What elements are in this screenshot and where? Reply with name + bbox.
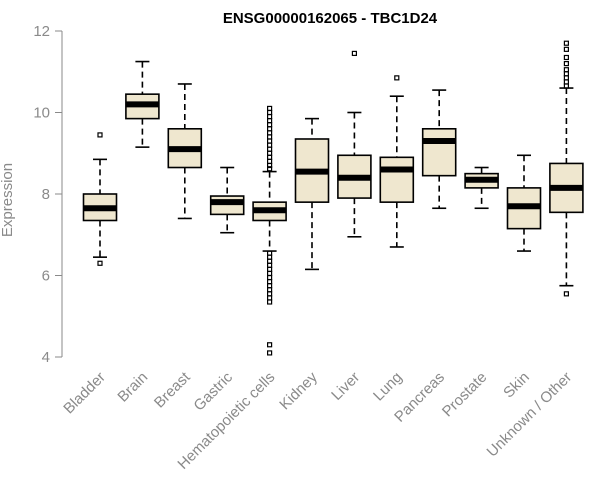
box-group bbox=[125, 60, 160, 148]
outlier-point bbox=[267, 287, 273, 293]
outlier-point bbox=[267, 283, 273, 289]
y-tick-label: 4 bbox=[42, 349, 50, 366]
outlier-point bbox=[267, 105, 273, 112]
outlier-point bbox=[267, 262, 273, 268]
box-iqr bbox=[209, 195, 245, 216]
outlier-point bbox=[267, 134, 273, 140]
outlier-point bbox=[267, 166, 273, 172]
box-group bbox=[167, 83, 203, 220]
outlier-point bbox=[267, 130, 273, 136]
box-group bbox=[421, 89, 457, 210]
box-group bbox=[464, 166, 499, 210]
x-tick-label: Skin bbox=[500, 369, 533, 402]
outlier-point bbox=[563, 46, 570, 52]
outlier-point bbox=[267, 274, 273, 281]
outlier-point bbox=[267, 150, 273, 156]
y-axis-label: Expression bbox=[0, 163, 16, 237]
x-tick-label: Kidney bbox=[276, 368, 321, 413]
box-group bbox=[82, 132, 118, 266]
box-group bbox=[337, 50, 372, 238]
outlier-point bbox=[267, 254, 273, 260]
y-tick-label: 6 bbox=[42, 268, 50, 285]
axes: 4 6 8 10 12 bbox=[33, 23, 63, 366]
outlier-point bbox=[563, 75, 570, 81]
outlier-point bbox=[97, 260, 103, 266]
outlier-point bbox=[267, 146, 273, 152]
outlier-point bbox=[351, 50, 357, 57]
outlier-point bbox=[267, 342, 273, 348]
x-tick-label: Liver bbox=[328, 369, 363, 404]
outlier-point bbox=[563, 67, 570, 73]
outlier-point bbox=[563, 40, 570, 46]
outlier-point bbox=[267, 162, 273, 169]
outlier-point bbox=[267, 109, 273, 116]
outlier-point bbox=[97, 132, 103, 138]
outlier-point bbox=[267, 142, 273, 148]
box-group bbox=[209, 166, 245, 234]
x-tick-label: Bladder bbox=[60, 369, 109, 418]
y-tick-label: 10 bbox=[33, 105, 50, 122]
y-tick-label: 12 bbox=[33, 23, 50, 40]
x-tick-label: Breast bbox=[151, 368, 194, 411]
chart-title: ENSG00000162065 - TBC1D24 bbox=[223, 10, 438, 27]
outlier-point bbox=[394, 75, 400, 81]
outlier-point bbox=[267, 270, 273, 277]
box-group bbox=[506, 154, 542, 252]
x-tick-label: Brain bbox=[114, 369, 151, 406]
outlier-point bbox=[267, 158, 273, 164]
outlier-point bbox=[267, 266, 273, 272]
outlier-point bbox=[267, 154, 273, 160]
y-tick-label: 8 bbox=[42, 186, 50, 203]
box-iqr bbox=[379, 156, 415, 203]
outlier-point bbox=[267, 279, 273, 285]
outlier-point bbox=[563, 291, 570, 297]
box-group bbox=[549, 40, 584, 297]
outlier-point bbox=[563, 60, 570, 67]
box-iqr bbox=[421, 128, 457, 177]
outlier-point bbox=[267, 122, 273, 128]
outlier-point bbox=[267, 350, 273, 356]
boxes bbox=[82, 40, 584, 356]
outlier-point bbox=[563, 83, 570, 89]
outlier-point bbox=[267, 126, 273, 132]
box-group bbox=[294, 117, 330, 271]
outlier-point bbox=[267, 258, 273, 264]
outlier-point bbox=[563, 79, 570, 85]
outlier-point bbox=[267, 118, 273, 124]
x-tick-label: Prostate bbox=[439, 369, 491, 421]
outlier-point bbox=[267, 138, 273, 144]
outlier-point bbox=[267, 299, 273, 305]
outlier-point bbox=[563, 54, 570, 61]
x-tick-label: Lung bbox=[370, 369, 406, 405]
box-group bbox=[379, 75, 415, 248]
outlier-point bbox=[267, 113, 273, 120]
box-group bbox=[252, 105, 287, 356]
outlier-point bbox=[267, 295, 273, 301]
outlier-point bbox=[267, 291, 273, 297]
outlier-point bbox=[563, 71, 570, 77]
